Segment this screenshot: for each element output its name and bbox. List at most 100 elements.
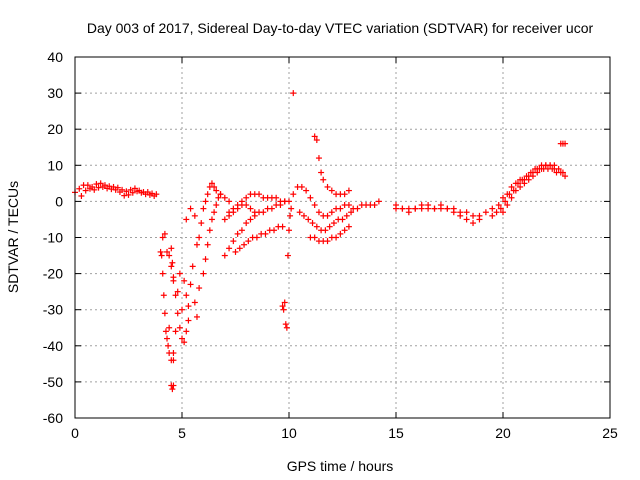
grid: [75, 57, 610, 418]
data-point: [104, 185, 111, 192]
data-point: [112, 186, 119, 193]
data-point: [226, 198, 233, 205]
data-point: [482, 209, 489, 216]
data-point: [287, 212, 294, 219]
y-tick-label: 40: [47, 49, 63, 65]
data-point: [525, 176, 532, 183]
data-point: [551, 162, 558, 169]
data-point: [183, 328, 190, 335]
data-point: [221, 252, 228, 259]
y-tick-label: 30: [47, 85, 63, 101]
data-point: [161, 310, 168, 317]
data-point: [170, 382, 177, 389]
data-point: [174, 310, 181, 317]
data-point: [206, 227, 213, 234]
data-point: [534, 169, 541, 176]
data-point: [268, 205, 275, 212]
data-point: [234, 230, 241, 237]
data-point: [187, 281, 194, 288]
data-point: [425, 202, 432, 209]
data-point: [305, 216, 312, 223]
data-point: [236, 245, 243, 252]
data-point: [437, 202, 444, 209]
data-point: [311, 133, 318, 140]
data-point: [169, 259, 176, 266]
data-point: [230, 238, 237, 245]
data-point: [183, 216, 190, 223]
data-point: [191, 212, 198, 219]
data-point: [243, 220, 250, 227]
data-point: [234, 205, 241, 212]
data-point: [322, 227, 329, 234]
data-point: [333, 234, 340, 241]
data-point: [279, 223, 286, 230]
data-point: [341, 227, 348, 234]
data-point: [213, 187, 220, 194]
data-point: [211, 209, 218, 216]
data-point: [283, 324, 290, 331]
data-point: [157, 248, 164, 255]
data-point: [162, 328, 169, 335]
data-point: [256, 191, 263, 198]
data-point: [450, 209, 457, 216]
data-points: [72, 90, 569, 393]
data-point: [243, 202, 250, 209]
y-tick-label: -40: [43, 338, 63, 354]
data-point: [204, 241, 211, 248]
data-point: [262, 230, 269, 237]
data-point: [508, 183, 515, 190]
data-point: [181, 339, 188, 346]
data-point: [161, 230, 168, 237]
data-point: [176, 270, 183, 277]
data-point: [444, 205, 451, 212]
data-point: [174, 288, 181, 295]
data-point: [529, 173, 536, 180]
data-point: [330, 220, 337, 227]
data-point: [91, 186, 98, 193]
data-point: [121, 192, 128, 199]
data-point: [213, 202, 220, 209]
data-point: [232, 248, 239, 255]
y-tick-label: -30: [43, 302, 63, 318]
data-point: [318, 169, 325, 176]
data-point: [151, 192, 158, 199]
data-point: [412, 205, 419, 212]
data-point: [215, 194, 222, 201]
data-point: [181, 277, 188, 284]
data-point: [208, 180, 215, 187]
data-point: [95, 184, 102, 191]
data-point: [226, 212, 233, 219]
data-point: [521, 180, 528, 187]
data-point: [375, 198, 382, 205]
data-point: [339, 216, 346, 223]
chart-title: Day 003 of 2017, Sidereal Day-to-day VTE…: [87, 20, 594, 36]
data-point: [243, 194, 250, 201]
data-point: [185, 317, 192, 324]
data-point: [512, 187, 519, 194]
data-point: [93, 181, 100, 188]
data-point: [288, 205, 295, 212]
data-point: [230, 209, 237, 216]
data-point: [348, 209, 355, 216]
data-point: [562, 173, 569, 180]
data-point: [562, 140, 569, 147]
data-point: [159, 234, 166, 241]
data-point: [142, 191, 149, 198]
data-point: [108, 186, 115, 193]
data-point: [97, 180, 104, 187]
data-point: [489, 212, 496, 219]
data-point: [260, 209, 267, 216]
data-point: [418, 202, 425, 209]
data-point: [512, 180, 519, 187]
data-point: [172, 292, 179, 299]
x-tick-label: 25: [602, 425, 618, 441]
x-tick-label: 20: [495, 425, 511, 441]
data-point: [76, 185, 83, 192]
data-point: [146, 191, 153, 198]
data-point: [457, 212, 464, 219]
data-point: [198, 220, 205, 227]
data-point: [470, 212, 477, 219]
data-point: [138, 189, 145, 196]
data-point: [504, 202, 511, 209]
